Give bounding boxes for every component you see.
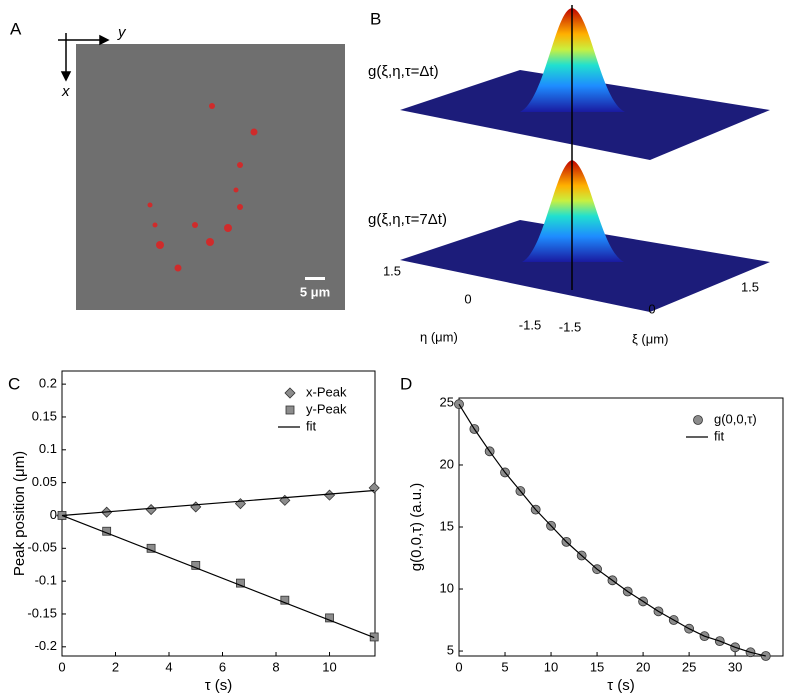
- legend-marker: [285, 405, 295, 415]
- fit-line: [61, 514, 375, 639]
- surface-base: [400, 220, 770, 312]
- x-tick-label: 2: [112, 659, 119, 674]
- axis-y-label: y: [117, 24, 127, 41]
- x-tick-label: 10: [322, 659, 336, 674]
- x-axis-label: τ (s): [607, 677, 635, 694]
- panel-label: B: [370, 9, 381, 28]
- y-tick-label: 15: [440, 518, 454, 533]
- y-tick-label: 0.2: [39, 376, 57, 391]
- point: [280, 595, 290, 605]
- x-tick-label: 10: [544, 659, 558, 674]
- point: [190, 501, 202, 513]
- y-tick-label: -0.15: [27, 605, 57, 620]
- legend-label: y-Peak: [306, 401, 347, 416]
- axis-x-label: x: [61, 83, 70, 100]
- legend-label: fit: [714, 428, 725, 443]
- panel-label: D: [400, 374, 412, 393]
- x-tick-label: 0: [58, 659, 65, 674]
- scale-bar: [305, 277, 325, 280]
- legend-label: x-Peak: [306, 384, 347, 399]
- point: [323, 489, 336, 501]
- eta-tick: -1.5: [519, 317, 541, 332]
- plot-frame: [458, 397, 784, 657]
- y-tick-label: -0.05: [27, 540, 57, 555]
- point: [145, 503, 157, 516]
- surface-label: g(ξ,η,τ=Δt): [368, 63, 439, 80]
- x-tick-label: 4: [165, 659, 172, 674]
- y-tick-label: 0.05: [32, 474, 57, 489]
- xi-tick: -1.5: [559, 319, 581, 334]
- eta-label: η (μm): [420, 329, 458, 344]
- micrograph: [76, 44, 345, 310]
- x-axis-label: τ (s): [205, 677, 233, 694]
- y-axis-label: g(0,0,τ) (a.u.): [408, 483, 425, 571]
- axes-arrows: [58, 33, 110, 82]
- y-tick-label: 25: [440, 394, 454, 409]
- fit-line: [61, 489, 375, 517]
- legend-marker: [693, 415, 703, 425]
- scale-bar-label: 5 μm: [300, 284, 330, 299]
- y-tick-label: 0: [50, 507, 57, 522]
- surface-peak: [522, 160, 624, 262]
- xi-tick: 0: [648, 301, 655, 316]
- fluorescence-spots: [147, 103, 258, 272]
- point: [234, 498, 247, 510]
- y-tick-label: 20: [440, 456, 454, 471]
- y-tick-label: -0.2: [35, 638, 57, 653]
- panel-label: A: [10, 19, 22, 38]
- fit-line: [458, 403, 766, 657]
- point: [191, 560, 201, 570]
- surface-label: g(ξ,η,τ=7Δt): [368, 211, 447, 228]
- legend-label: fit: [306, 418, 317, 433]
- x-tick-label: 0: [455, 659, 462, 674]
- eta-tick: 0: [464, 291, 471, 306]
- panel-label: C: [8, 374, 20, 393]
- y-tick-label: 0.15: [32, 408, 57, 423]
- legend-marker: [284, 387, 296, 399]
- x-tick-label: 5: [501, 659, 508, 674]
- xi-label: ξ (μm): [632, 331, 668, 346]
- x-tick-label: 20: [636, 659, 650, 674]
- y-tick-label: -0.1: [35, 573, 57, 588]
- x-tick-label: 25: [682, 659, 696, 674]
- eta-tick: 1.5: [383, 263, 401, 278]
- point: [369, 632, 379, 642]
- x-tick-label: 6: [219, 659, 226, 674]
- point: [325, 613, 334, 623]
- y-axis-label: Peak position (μm): [11, 451, 28, 576]
- y-tick-label: 10: [440, 580, 454, 595]
- y-tick-label: 5: [447, 642, 454, 657]
- legend-label: g(0,0,τ): [714, 411, 757, 426]
- x-tick-label: 8: [272, 659, 279, 674]
- surface-base: [400, 70, 770, 160]
- x-tick-label: 15: [590, 659, 604, 674]
- x-tick-label: 30: [728, 659, 742, 674]
- y-tick-label: 0.1: [39, 441, 57, 456]
- xi-tick: 1.5: [741, 279, 759, 294]
